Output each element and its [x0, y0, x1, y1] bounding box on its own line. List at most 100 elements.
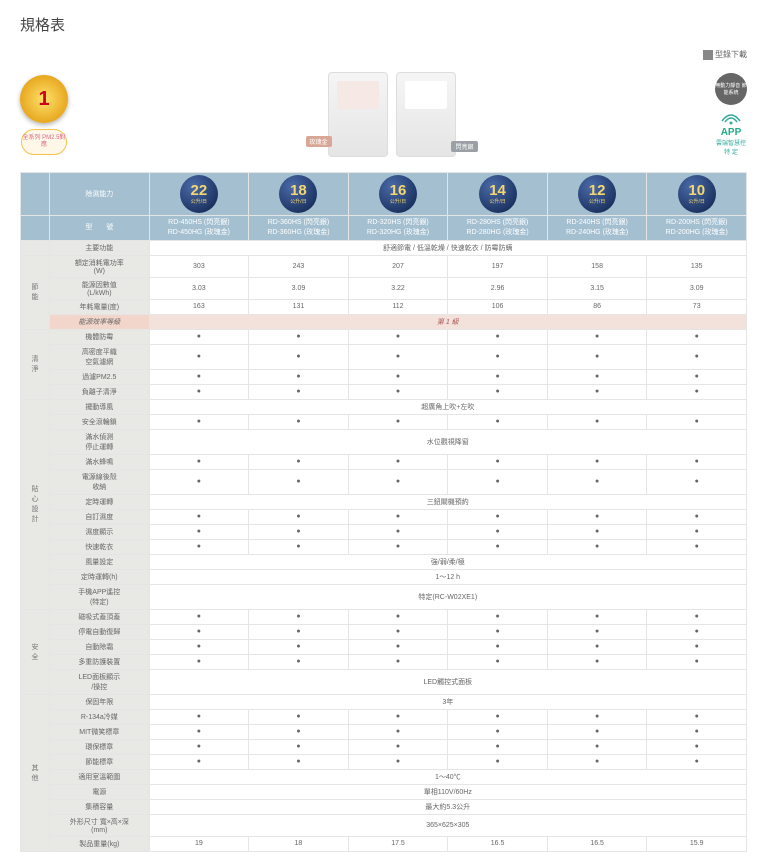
- model-0: RD-450HS (閃亮銀) RD-450HG (玫瑰金): [149, 216, 249, 241]
- row-label: 製品重量(kg): [50, 836, 150, 851]
- row-label: 風量設定: [50, 554, 150, 569]
- capacity-header: 除濕能力: [50, 173, 150, 216]
- row-label: 保固年限: [50, 694, 150, 709]
- spec-value: 17.5: [348, 836, 448, 851]
- feature-dot: ●: [149, 329, 249, 344]
- hero-section: 全系列 PM2.5對應 玫瑰金 閃亮銀 無動力靜音 節能系統 APP 雲端智慧控…: [20, 62, 747, 172]
- spec-value: 112: [348, 299, 448, 314]
- model-header: 型 號: [50, 216, 150, 241]
- feature-dot: ●: [547, 469, 647, 494]
- feature-dot: ●: [647, 739, 747, 754]
- feature-dot: ●: [249, 384, 349, 399]
- feature-dot: ●: [249, 654, 349, 669]
- feature-dot: ●: [547, 724, 647, 739]
- table-row: 主要功能舒適節電 / 低溫乾燥 / 快速乾衣 / 防霉防螨: [21, 240, 747, 255]
- feature-dot: ●: [647, 609, 747, 624]
- spec-value: 18: [249, 836, 349, 851]
- feature-dot: ●: [547, 454, 647, 469]
- feature-dot: ●: [547, 739, 647, 754]
- table-row: 滿水偵測 停止運轉水位觀視降窗: [21, 429, 747, 454]
- feature-dot: ●: [647, 724, 747, 739]
- feature-dot: ●: [149, 469, 249, 494]
- feature-dot: ●: [547, 709, 647, 724]
- row-label: 環保標章: [50, 739, 150, 754]
- feature-dot: ●: [348, 524, 448, 539]
- table-row: 安全磁吸式蓋頂蓋●●●●●●: [21, 609, 747, 624]
- row-label: 滿水蜂鳴: [50, 454, 150, 469]
- merged-value: 強/弱/柔/極: [149, 554, 746, 569]
- feature-dot: ●: [547, 384, 647, 399]
- row-label: 機體防霉: [50, 329, 150, 344]
- row-label: 電源: [50, 784, 150, 799]
- feature-dot: ●: [249, 414, 349, 429]
- table-row: 清淨機體防霉●●●●●●: [21, 329, 747, 344]
- feature-dot: ●: [149, 739, 249, 754]
- section-side-label: 安全: [21, 609, 50, 694]
- merged-value: 單相110V/60Hz: [149, 784, 746, 799]
- cap-col-2: 16公升/日: [348, 173, 448, 216]
- spec-value: 163: [149, 299, 249, 314]
- model-2: RD-320HS (閃亮銀) RD-320HG (玫瑰金): [348, 216, 448, 241]
- spec-value: 3.03: [149, 277, 249, 299]
- spec-value: 207: [348, 255, 448, 277]
- feature-dot: ●: [448, 329, 548, 344]
- feature-dot: ●: [348, 724, 448, 739]
- table-row: 多重防護裝置●●●●●●: [21, 654, 747, 669]
- feature-dot: ●: [348, 609, 448, 624]
- feature-dot: ●: [547, 524, 647, 539]
- feature-dot: ●: [448, 624, 548, 639]
- table-row: 製品重量(kg)191817.516.516.515.9: [21, 836, 747, 851]
- merged-value: 3年: [149, 694, 746, 709]
- feature-dot: ●: [547, 329, 647, 344]
- feature-dot: ●: [647, 639, 747, 654]
- row-label: 安全滾輪鎖: [50, 414, 150, 429]
- spec-value: 16.5: [448, 836, 548, 851]
- feature-dot: ●: [647, 454, 747, 469]
- feature-dot: ●: [547, 539, 647, 554]
- feature-dot: ●: [547, 369, 647, 384]
- merged-value: 舒適節電 / 低溫乾燥 / 快速乾衣 / 防霉防螨: [149, 240, 746, 255]
- feature-dot: ●: [448, 709, 548, 724]
- download-link[interactable]: 型錄下載: [20, 47, 747, 62]
- row-label: 外形尺寸 寬×高×深 (mm): [50, 814, 150, 836]
- row-label: 滿水偵測 停止運轉: [50, 429, 150, 454]
- feature-dot: ●: [448, 454, 548, 469]
- merged-value: LED觸控式面板: [149, 669, 746, 694]
- feature-dot: ●: [448, 609, 548, 624]
- feature-dot: ●: [249, 469, 349, 494]
- merged-value: 1～40℃: [149, 769, 746, 784]
- model-3: RD-280HS (閃亮銀) RD-280HG (玫瑰金): [448, 216, 548, 241]
- right-badges: 無動力靜音 節能系統 APP 雲端智慧控 特 定: [715, 73, 747, 156]
- feature-dot: ●: [249, 539, 349, 554]
- feature-dot: ●: [249, 624, 349, 639]
- feature-dot: ●: [348, 709, 448, 724]
- row-label: 擺動導風: [50, 399, 150, 414]
- feature-dot: ●: [348, 329, 448, 344]
- row-label: 磁吸式蓋頂蓋: [50, 609, 150, 624]
- spec-value: 86: [547, 299, 647, 314]
- merged-value: 三鈕關機預約: [149, 494, 746, 509]
- merged-value: 第 1 級: [149, 314, 746, 329]
- feature-dot: ●: [348, 414, 448, 429]
- feature-dot: ●: [547, 344, 647, 369]
- row-label: 定時運轉(h): [50, 569, 150, 584]
- table-row: 定時運轉(h)1～12 h: [21, 569, 747, 584]
- feature-dot: ●: [448, 524, 548, 539]
- spec-value: 131: [249, 299, 349, 314]
- table-row: 定時運轉三鈕關機預約: [21, 494, 747, 509]
- feature-dot: ●: [547, 414, 647, 429]
- feature-dot: ●: [149, 624, 249, 639]
- spec-value: 135: [647, 255, 747, 277]
- app-badge: APP 雲端智慧控 特 定: [716, 109, 746, 156]
- feature-dot: ●: [149, 539, 249, 554]
- feature-dot: ●: [448, 739, 548, 754]
- section-side-label: 節能: [21, 255, 50, 329]
- table-row: 負離子清淨●●●●●●: [21, 384, 747, 399]
- feature-dot: ●: [249, 509, 349, 524]
- row-label: 自訂濕度: [50, 509, 150, 524]
- feature-dot: ●: [547, 509, 647, 524]
- feature-dot: ●: [149, 654, 249, 669]
- merged-value: 1～12 h: [149, 569, 746, 584]
- row-label: 停電自動復歸: [50, 624, 150, 639]
- row-label: 能源因數值 (L/kWh): [50, 277, 150, 299]
